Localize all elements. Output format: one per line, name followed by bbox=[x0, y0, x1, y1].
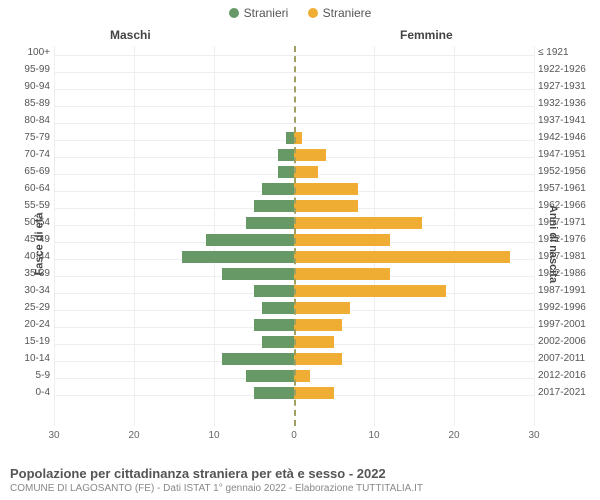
x-tick-label: 20 bbox=[448, 430, 459, 441]
birth-year-label: 1997-2001 bbox=[538, 318, 600, 332]
bar-male bbox=[246, 370, 294, 382]
x-tick-label: 10 bbox=[368, 430, 379, 441]
bar-male bbox=[278, 149, 294, 161]
age-label: 5-9 bbox=[2, 369, 50, 383]
birth-year-label: 1942-1946 bbox=[538, 131, 600, 145]
bar-female bbox=[294, 370, 310, 382]
bar-female bbox=[294, 200, 358, 212]
birth-year-label: 1972-1976 bbox=[538, 233, 600, 247]
birth-year-label: 1947-1951 bbox=[538, 148, 600, 162]
age-label: 80-84 bbox=[2, 114, 50, 128]
bar-female bbox=[294, 319, 342, 331]
bar-female bbox=[294, 217, 422, 229]
age-label: 20-24 bbox=[2, 318, 50, 332]
bar-female bbox=[294, 149, 326, 161]
bar-male bbox=[182, 251, 294, 263]
age-label: 35-39 bbox=[2, 267, 50, 281]
legend-item-male: Stranieri bbox=[229, 6, 289, 20]
bar-male bbox=[262, 183, 294, 195]
age-label: 0-4 bbox=[2, 386, 50, 400]
legend-label-male: Stranieri bbox=[244, 6, 289, 20]
bar-male bbox=[278, 166, 294, 178]
header-female: Femmine bbox=[400, 28, 453, 42]
bar-male bbox=[286, 132, 294, 144]
legend-item-female: Straniere bbox=[308, 6, 372, 20]
age-label: 55-59 bbox=[2, 199, 50, 213]
bar-female bbox=[294, 285, 446, 297]
bar-male bbox=[222, 353, 294, 365]
birth-year-label: 2017-2021 bbox=[538, 386, 600, 400]
bar-female bbox=[294, 166, 318, 178]
bar-male bbox=[262, 302, 294, 314]
bar-male bbox=[206, 234, 294, 246]
legend-label-female: Straniere bbox=[323, 6, 372, 20]
age-label: 10-14 bbox=[2, 352, 50, 366]
header-male: Maschi bbox=[110, 28, 151, 42]
birth-year-label: 1952-1956 bbox=[538, 165, 600, 179]
bar-female bbox=[294, 268, 390, 280]
bar-male bbox=[254, 319, 294, 331]
birth-year-label: 1957-1961 bbox=[538, 182, 600, 196]
bar-female bbox=[294, 387, 334, 399]
age-label: 45-49 bbox=[2, 233, 50, 247]
birth-year-label: 1932-1936 bbox=[538, 97, 600, 111]
age-label: 90-94 bbox=[2, 80, 50, 94]
x-tick-label: 20 bbox=[128, 430, 139, 441]
gridline-vertical bbox=[534, 46, 535, 426]
age-label: 15-19 bbox=[2, 335, 50, 349]
x-tick-label: 30 bbox=[48, 430, 59, 441]
chart-container: Stranieri Straniere Maschi Femmine Fasce… bbox=[0, 0, 600, 500]
bar-male bbox=[246, 217, 294, 229]
bar-female bbox=[294, 336, 334, 348]
birth-year-label: 1927-1931 bbox=[538, 80, 600, 94]
birth-year-label: 1967-1971 bbox=[538, 216, 600, 230]
age-label: 65-69 bbox=[2, 165, 50, 179]
birth-year-label: 1922-1926 bbox=[538, 63, 600, 77]
legend-swatch-female bbox=[308, 8, 318, 18]
chart-area: Maschi Femmine Fasce di età Anni di nasc… bbox=[0, 28, 600, 460]
bar-female bbox=[294, 353, 342, 365]
birth-year-label: 1987-1991 bbox=[538, 284, 600, 298]
age-label: 75-79 bbox=[2, 131, 50, 145]
age-label: 40-44 bbox=[2, 250, 50, 264]
bar-female bbox=[294, 183, 358, 195]
age-label: 25-29 bbox=[2, 301, 50, 315]
birth-year-label: 1962-1966 bbox=[538, 199, 600, 213]
bar-female bbox=[294, 302, 350, 314]
bar-male bbox=[254, 387, 294, 399]
x-axis: 3020100102030 bbox=[54, 426, 534, 446]
age-label: 30-34 bbox=[2, 284, 50, 298]
x-tick-label: 10 bbox=[208, 430, 219, 441]
footer: Popolazione per cittadinanza straniera p… bbox=[10, 466, 590, 494]
birth-year-label: 1982-1986 bbox=[538, 267, 600, 281]
birth-year-label: 2002-2006 bbox=[538, 335, 600, 349]
bar-male bbox=[254, 200, 294, 212]
birth-year-label: 2012-2016 bbox=[538, 369, 600, 383]
age-label: 60-64 bbox=[2, 182, 50, 196]
age-label: 70-74 bbox=[2, 148, 50, 162]
center-axis-line bbox=[294, 46, 296, 426]
chart-title: Popolazione per cittadinanza straniera p… bbox=[10, 466, 590, 481]
bar-male bbox=[262, 336, 294, 348]
legend-swatch-male bbox=[229, 8, 239, 18]
chart-subtitle: COMUNE DI LAGOSANTO (FE) - Dati ISTAT 1°… bbox=[10, 483, 590, 494]
age-label: 50-54 bbox=[2, 216, 50, 230]
birth-year-label: 2007-2011 bbox=[538, 352, 600, 366]
age-label: 85-89 bbox=[2, 97, 50, 111]
x-tick-label: 0 bbox=[291, 430, 297, 441]
bar-female bbox=[294, 251, 510, 263]
bar-male bbox=[222, 268, 294, 280]
legend: Stranieri Straniere bbox=[0, 6, 600, 21]
plot-area: 100+≤ 192195-991922-192690-941927-193185… bbox=[54, 46, 534, 426]
bar-male bbox=[254, 285, 294, 297]
birth-year-label: 1937-1941 bbox=[538, 114, 600, 128]
age-label: 95-99 bbox=[2, 63, 50, 77]
birth-year-label: 1992-1996 bbox=[538, 301, 600, 315]
birth-year-label: ≤ 1921 bbox=[538, 46, 600, 60]
birth-year-label: 1977-1981 bbox=[538, 250, 600, 264]
x-tick-label: 30 bbox=[528, 430, 539, 441]
bar-female bbox=[294, 234, 390, 246]
age-label: 100+ bbox=[2, 46, 50, 60]
